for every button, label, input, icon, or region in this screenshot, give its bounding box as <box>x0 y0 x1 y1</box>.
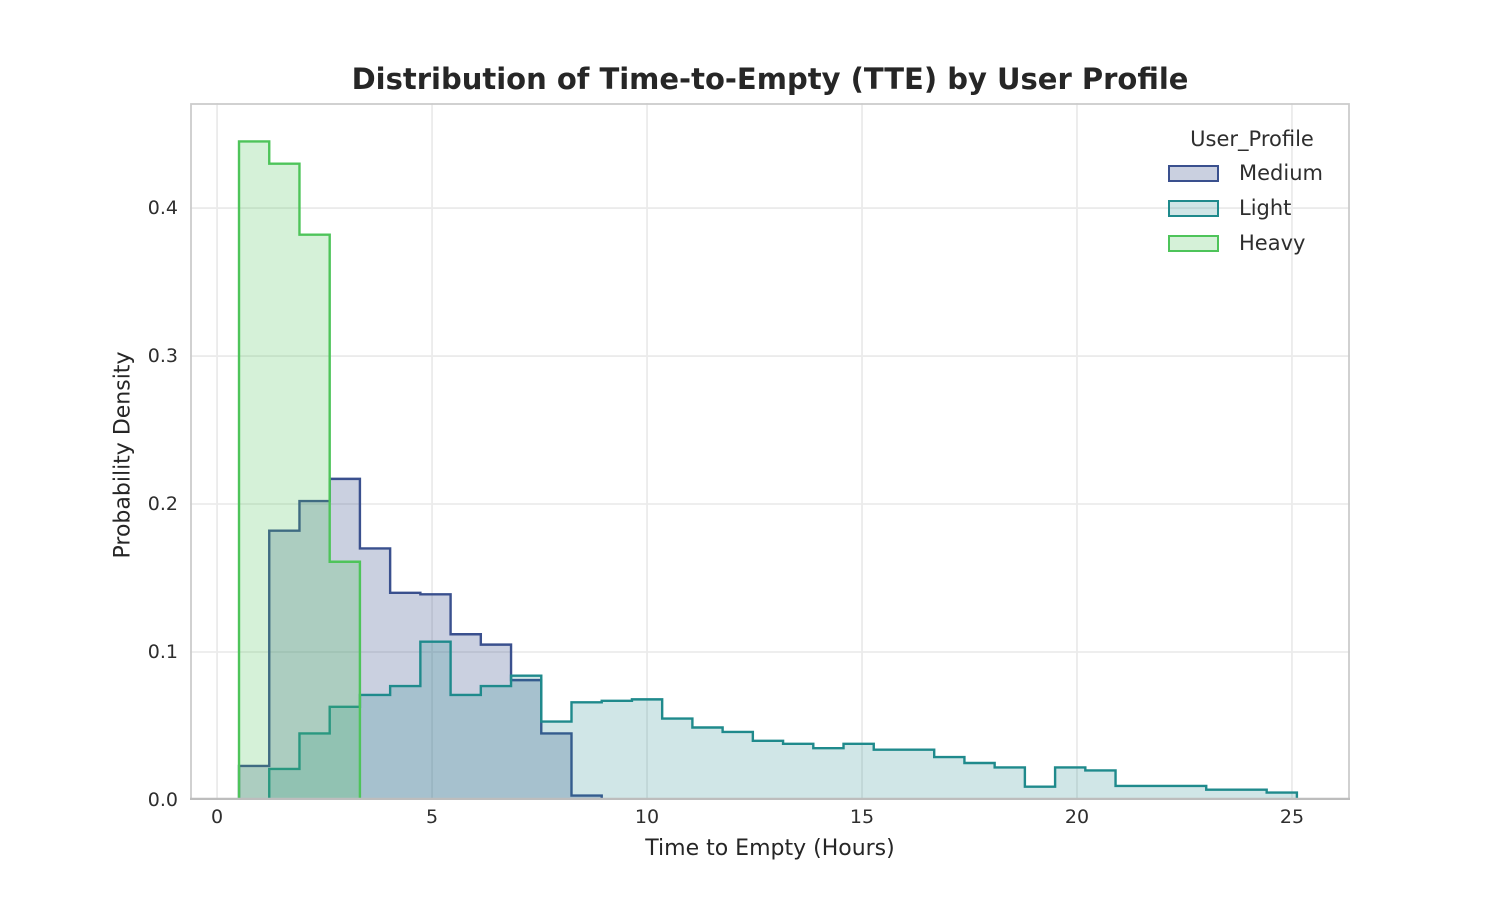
legend-item-light: Light <box>1168 196 1336 220</box>
histogram-outline-light <box>268 640 1299 800</box>
x-tick-label-5: 5 <box>425 806 439 828</box>
histogram-fill-light <box>269 641 1297 800</box>
legend-item-medium: Medium <box>1168 161 1336 185</box>
x-tick-label-0: 0 <box>210 806 224 828</box>
y-tick-label-0.2: 0.2 <box>147 493 178 515</box>
histogram-outline-medium <box>237 477 603 800</box>
legend-label-heavy: Heavy <box>1239 231 1306 255</box>
legend-item-heavy: Heavy <box>1168 231 1336 255</box>
legend-swatch-light <box>1168 199 1219 217</box>
legend-label-medium: Medium <box>1239 161 1323 185</box>
legend-swatch-heavy <box>1168 234 1219 252</box>
legend-label-light: Light <box>1239 196 1292 220</box>
x-tick-label-25: 25 <box>1279 806 1305 828</box>
histogram-canvas <box>190 103 1350 801</box>
x-tick-label-20: 20 <box>1064 806 1090 828</box>
x-tick-label-10: 10 <box>634 806 660 828</box>
chart-title: Distribution of Time-to-Empty (TTE) by U… <box>351 62 1189 96</box>
y-tick-label-0.4: 0.4 <box>147 197 178 219</box>
legend: User_Profile Medium Light Heavy <box>1168 127 1336 267</box>
y-tick-label-0.3: 0.3 <box>147 345 178 367</box>
plot-area <box>190 103 1350 801</box>
histogram-fill-heavy <box>239 141 360 800</box>
x-axis-label: Time to Empty (Hours) <box>645 836 895 861</box>
histogram-outline-heavy <box>237 140 362 800</box>
x-tick-label-15: 15 <box>849 806 875 828</box>
y-tick-label-0.0: 0.0 <box>147 789 178 811</box>
legend-title: User_Profile <box>1190 127 1314 151</box>
y-axis-label: Probability Density <box>110 351 136 559</box>
legend-swatch-medium <box>1168 164 1219 182</box>
y-tick-label-0.1: 0.1 <box>147 641 178 663</box>
